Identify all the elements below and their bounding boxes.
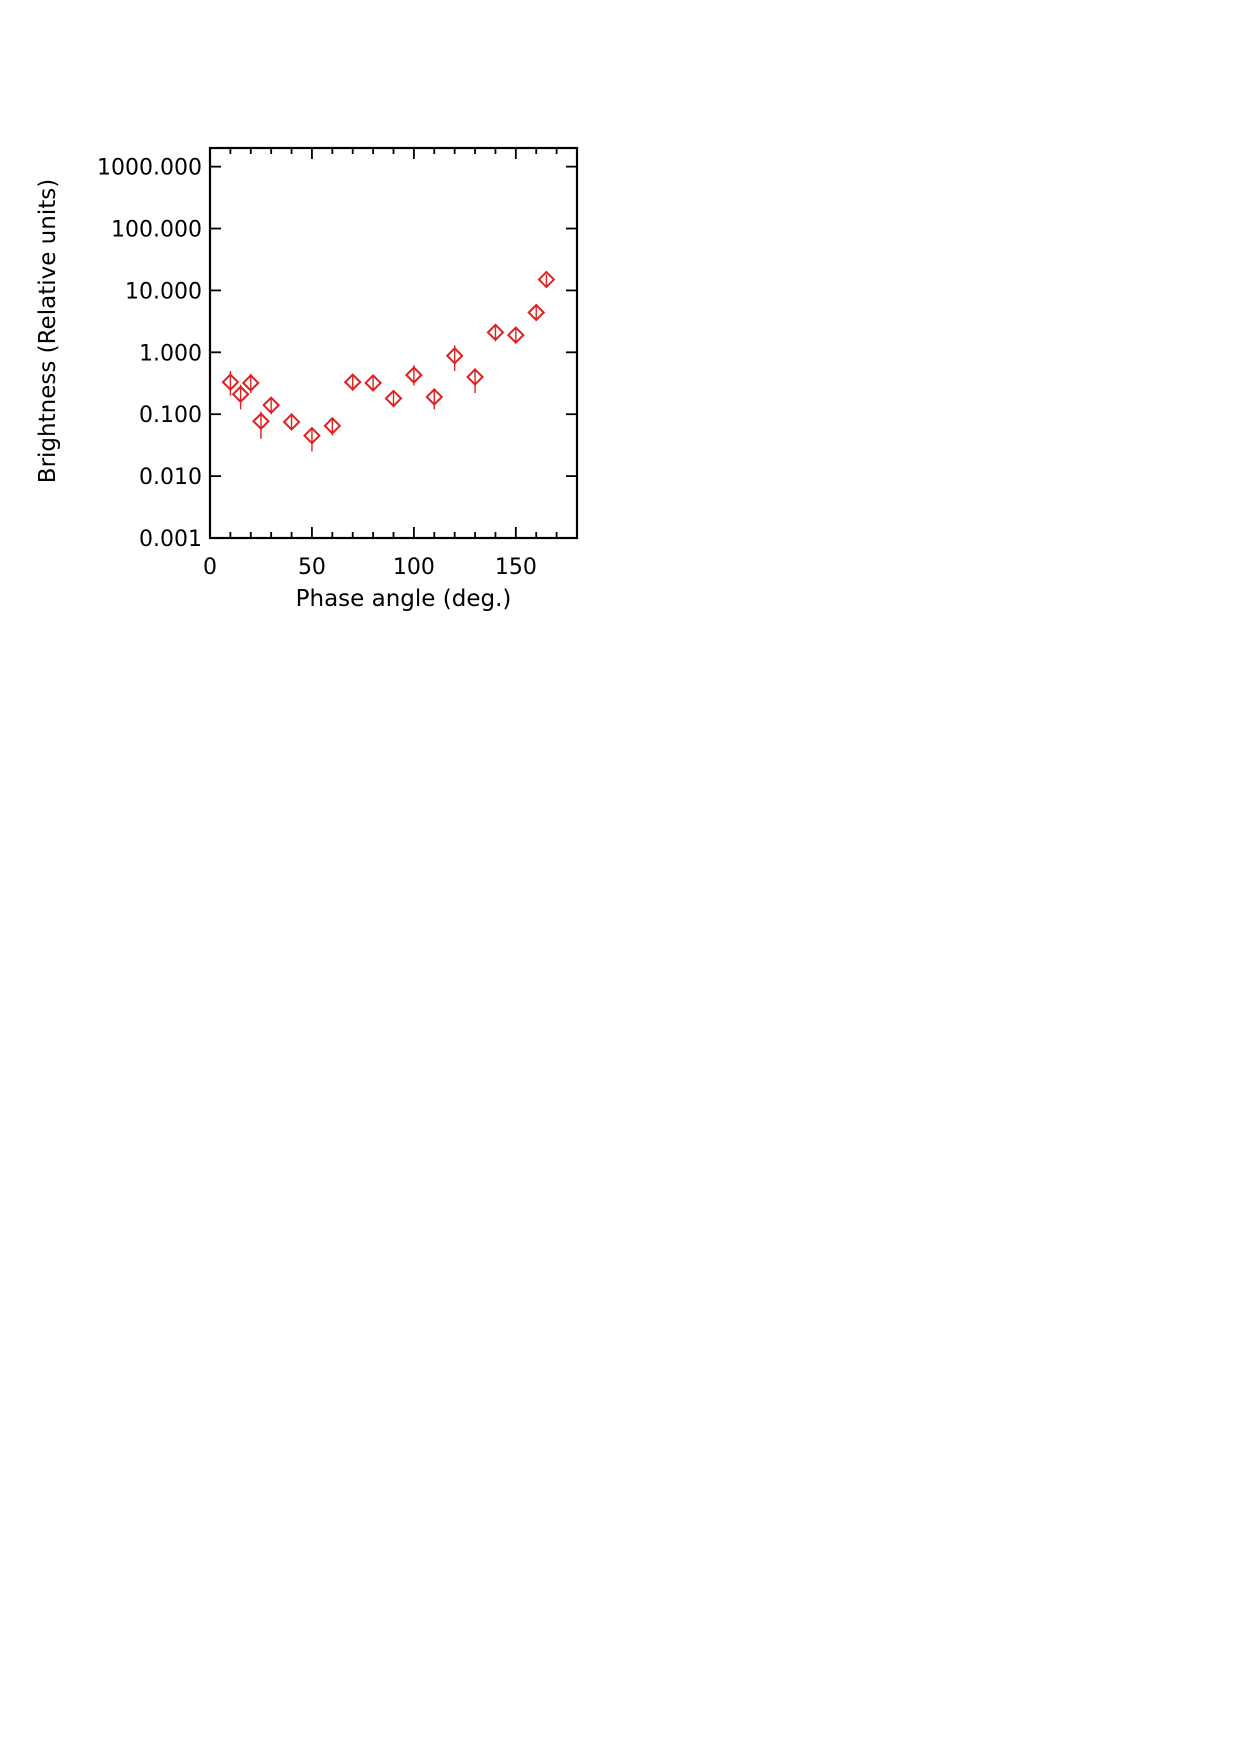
data-point xyxy=(364,374,383,392)
data-point xyxy=(404,365,423,386)
diamond-marker xyxy=(364,374,383,392)
x-axis-label: Phase angle (deg.) xyxy=(296,586,512,612)
data-point xyxy=(282,413,301,431)
diamond-marker xyxy=(303,426,321,445)
diamond-marker xyxy=(231,385,250,404)
data-point xyxy=(221,370,240,396)
data-point xyxy=(445,345,464,371)
diamond-marker xyxy=(486,323,505,342)
x-tick-label: 100 xyxy=(393,555,435,580)
data-point xyxy=(425,388,444,410)
data-point xyxy=(537,270,556,289)
data-point xyxy=(252,411,270,439)
data-point xyxy=(506,326,525,344)
diamond-marker xyxy=(506,326,525,344)
y-axis-label: Brightness (Relative units) xyxy=(35,179,61,483)
y-tick-label: 10.000 xyxy=(125,279,202,304)
axes: 0 50 100 150 0.001 0.010 0.100 1.000 10.000 100.0… xyxy=(97,146,579,580)
diamond-marker xyxy=(466,368,484,386)
data-point xyxy=(241,373,260,394)
data-point xyxy=(486,323,505,342)
diamond-marker xyxy=(527,303,546,322)
data-point xyxy=(384,389,403,408)
diamond-marker xyxy=(241,374,260,392)
x-tick-label: 0 xyxy=(203,555,217,580)
data-point xyxy=(466,368,484,394)
y-tick-label: 0.100 xyxy=(139,403,202,428)
diamond-marker xyxy=(384,389,403,408)
data-series xyxy=(221,270,556,452)
diamond-marker xyxy=(445,346,464,365)
data-point xyxy=(527,303,546,322)
diamond-marker xyxy=(343,373,362,392)
data-point xyxy=(323,416,342,436)
x-tick-label: 150 xyxy=(495,555,537,580)
data-point xyxy=(262,396,281,415)
diamond-marker xyxy=(221,373,240,392)
diamond-marker xyxy=(323,416,342,435)
diamond-marker xyxy=(282,413,301,431)
y-tick-label: 100.000 xyxy=(111,218,202,243)
plot-frame xyxy=(208,146,579,540)
x-tick-label: 50 xyxy=(298,555,326,580)
diamond-marker xyxy=(252,412,270,431)
diamond-marker xyxy=(425,388,444,406)
diamond-marker xyxy=(404,366,423,384)
y-tick-label: 1.000 xyxy=(139,341,202,366)
diamond-marker xyxy=(262,396,281,415)
data-point xyxy=(343,373,362,392)
y-tick-label: 0.001 xyxy=(139,527,202,552)
y-tick-label: 0.010 xyxy=(139,465,202,490)
diamond-marker xyxy=(537,270,556,289)
data-point xyxy=(231,384,250,410)
y-tick-label: 1000.000 xyxy=(97,156,202,181)
data-point xyxy=(303,426,321,452)
